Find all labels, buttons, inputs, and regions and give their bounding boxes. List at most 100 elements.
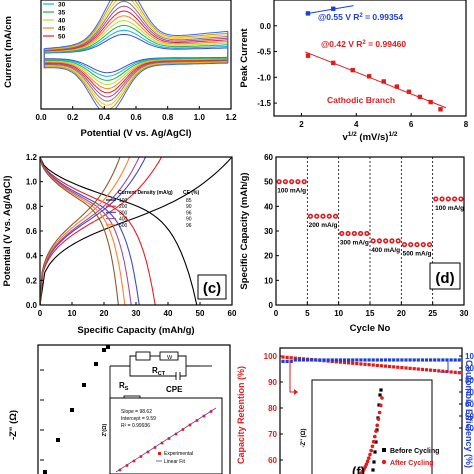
before-point [379, 388, 383, 392]
y-tick-label: 60 [264, 153, 273, 162]
inset-point [139, 455, 143, 458]
cathodic-fit-line [305, 51, 447, 109]
f-legend-after: After Cycling [390, 460, 434, 467]
after-point [369, 448, 374, 453]
retention-point [293, 356, 297, 360]
capacity-point-highlight [278, 180, 281, 183]
cathodic-point [428, 99, 433, 105]
after-point [379, 403, 383, 408]
left-y-tick-label: 90 [268, 378, 277, 387]
ce-point [457, 358, 461, 362]
x-tick-label: 0.4 [99, 113, 111, 122]
legend-ce: 90 [186, 204, 192, 210]
segment-label: 500 mA/g [403, 251, 432, 258]
after-point [364, 462, 369, 467]
retention-point [351, 361, 355, 365]
panel-e-inset: Z'(Ω) Slope = 98.62 Intercept = 9.59 R² … [102, 397, 223, 474]
cathodic-branch-label: Cathodic Branch [327, 95, 395, 105]
panel-e-plot [40, 345, 110, 474]
x-tick-label: 0.0 [35, 113, 47, 122]
y-tick-label: 1.0 [26, 178, 38, 187]
cathodic-point [366, 74, 372, 79]
cathodic-point [331, 60, 336, 66]
panel-c-ticks: 0 10 20 30 40 50 60 0.0 0.2 0.4 0.6 0.8 1.0 1.2 [26, 153, 237, 318]
ce-point [322, 358, 326, 362]
retention-point [289, 356, 293, 360]
before-point [372, 460, 376, 464]
legend-ce: 96 [186, 210, 192, 216]
x-tick-label: 0.6 [130, 113, 142, 122]
ce-point [396, 358, 400, 362]
cathodic-fit-label: @0.42 V R2 = 0.99460 [321, 39, 406, 49]
f-legend-before: Before Cycling [390, 448, 439, 455]
segment-label: 400 mA/g [371, 247, 400, 254]
x-tick-label: 30 [132, 309, 141, 318]
right-y-tick-label: 40 [465, 424, 474, 433]
ce-point [379, 358, 383, 362]
panel-c-x-label: Specific Capacity (mAh/g) [77, 325, 194, 336]
panel-d-x-label: Cycle No [350, 323, 391, 334]
segment-label: 100 mA/g [435, 205, 464, 212]
x-tick-label: 20 [397, 309, 406, 318]
panel-c: 0 10 20 30 40 50 60 0.0 0.2 0.4 0.6 0.8 1.0 1.2 Curre… [2, 153, 237, 336]
charge-curve [40, 157, 140, 305]
panel-f-inset: -Z'' (Ω) Before Cycling After Cycling (f… [301, 379, 439, 474]
ce-point [359, 358, 363, 362]
x-tick-label: 10 [68, 309, 77, 318]
retention-point [441, 369, 445, 373]
capacity-point-highlight [322, 215, 324, 218]
legend-ce: 96 [186, 223, 192, 229]
before-point [373, 450, 377, 454]
left-y-tick-label: 70 [268, 430, 277, 439]
capacity-point-highlight [372, 239, 375, 242]
panel-c-y-label: Potential (V vs. Ag/AgCl) [2, 175, 13, 286]
nyquist-point [56, 438, 60, 442]
y-tick-label: 0.0 [260, 22, 272, 31]
y-tick-label: 20 [264, 252, 273, 261]
retention-point [404, 366, 408, 370]
retention-point [375, 363, 379, 368]
inset-point [167, 437, 171, 440]
charge-curve [40, 157, 163, 305]
before-point [378, 393, 382, 397]
y-tick-label: 0.0 [26, 301, 38, 310]
ce-point [445, 358, 449, 362]
inset-point [188, 423, 192, 427]
x-tick-label: 1.0 [194, 113, 206, 122]
y-tick-label: 0.2 [26, 276, 38, 285]
y-tick-label: 0 [269, 301, 274, 310]
retention-point [453, 370, 457, 374]
ce-point [289, 359, 293, 363]
panel-a-x-label: Potential (V vs. Ag/AgCl) [80, 128, 191, 139]
retention-point [359, 362, 363, 366]
legend-ce: 85 [186, 198, 192, 204]
discharge-curve [40, 157, 198, 305]
panel-f-inset-frame [311, 379, 433, 474]
legend-label: 50 [58, 34, 66, 41]
discharge-curve [40, 157, 126, 305]
left-y-tick-label: 100 [264, 352, 278, 361]
circuit-rs-label: RS [119, 381, 129, 392]
inset-slope: Slope = 98.62 [121, 409, 152, 415]
ce-point [437, 358, 441, 362]
after-point [367, 456, 371, 460]
capacity-point-highlight [384, 239, 387, 242]
capacity-point-highlight [416, 243, 418, 246]
capacity-point-highlight [453, 197, 456, 200]
after-point [380, 396, 384, 400]
capacity-point-highlight [459, 197, 462, 200]
nyquist-point [43, 470, 47, 474]
inset-intercept: Intercept = 9.59 [121, 416, 156, 422]
capacity-point-highlight [334, 215, 337, 218]
x-tick-label: 1.2 [225, 113, 237, 122]
legend-label: 300 [119, 210, 128, 216]
retention-point [400, 365, 404, 370]
capacity-point-highlight [447, 197, 450, 200]
right-y-tick-label: 60 [465, 400, 474, 409]
right-y-tick-label: 100 [465, 352, 474, 361]
ce-point [371, 358, 375, 362]
ce-point [301, 358, 306, 362]
x-tick-label: 2 [299, 120, 304, 129]
retention-point [355, 361, 359, 366]
